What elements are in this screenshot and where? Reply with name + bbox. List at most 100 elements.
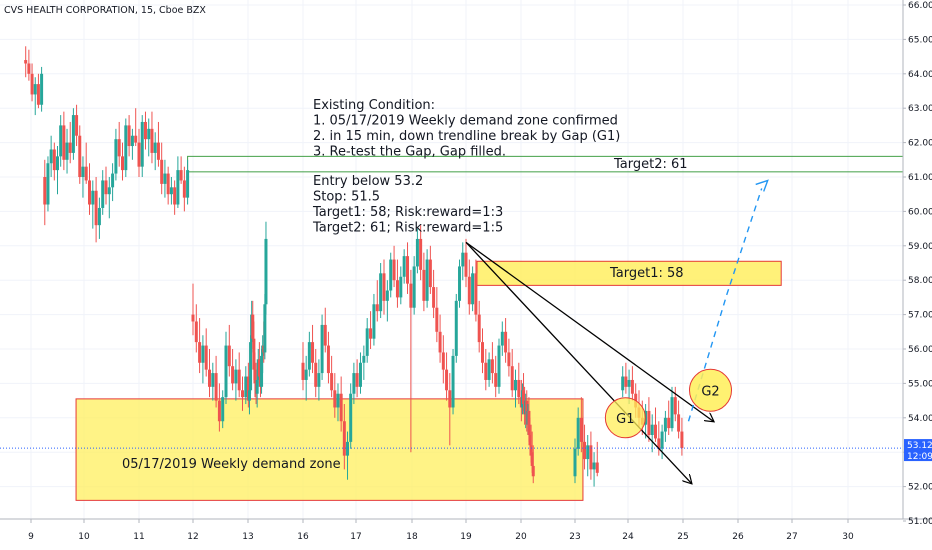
candle-body <box>81 166 85 177</box>
candle-body <box>246 376 250 401</box>
candle-body <box>121 156 124 171</box>
candle-body <box>49 149 53 164</box>
candle-body <box>255 379 259 394</box>
candle-body <box>249 342 253 391</box>
candle-body <box>445 369 449 391</box>
candle-body <box>127 125 131 147</box>
candle-body <box>392 259 396 281</box>
y-tick-label: 61.00 <box>908 173 932 183</box>
candle-body <box>349 393 353 442</box>
candle-body <box>336 393 340 408</box>
candle-body <box>592 462 596 470</box>
candle-body <box>252 338 256 370</box>
candle-body <box>586 445 590 460</box>
y-tick-label: 59.00 <box>908 242 932 252</box>
candle-body <box>375 304 379 312</box>
plan-line: Target2: 61; Risk:reward=1:5 <box>312 221 503 236</box>
target1-label: Target1: 58 <box>609 266 684 281</box>
x-tick-label: 20 <box>515 532 527 542</box>
candle-body <box>68 142 72 153</box>
candle-body <box>579 417 583 442</box>
candle-body <box>372 304 376 339</box>
candle-body <box>156 142 160 160</box>
candle-body <box>208 369 211 387</box>
y-tick-label: 52.00 <box>908 483 932 493</box>
condition-line: 1. 05/17/2019 Weekly demand zone confirm… <box>313 114 618 129</box>
candle-body <box>650 424 654 435</box>
candle-body <box>130 135 134 147</box>
candle-body <box>528 435 532 446</box>
x-tick-label: 11 <box>133 532 144 542</box>
y-tick-label: 66.00 <box>908 1 932 11</box>
candle-body <box>409 283 413 308</box>
candle-body <box>150 128 154 153</box>
candle-body <box>435 307 439 332</box>
candle-body <box>573 448 577 477</box>
candle-body <box>529 445 533 453</box>
candle-body <box>326 345 330 374</box>
candle-body <box>365 328 369 356</box>
candle-body <box>221 397 225 422</box>
candle-body <box>624 376 628 387</box>
condition-line: 2. in 15 min, down trendline break by Ga… <box>313 129 620 144</box>
candle-body <box>33 84 37 95</box>
candle-body <box>647 410 651 435</box>
candle-body <box>253 369 257 384</box>
candle-body <box>62 125 66 160</box>
candle-body <box>173 187 177 205</box>
x-tick-label: 27 <box>786 532 797 542</box>
candle-body <box>428 259 432 288</box>
gap-box <box>187 155 904 173</box>
candle-body <box>670 397 674 429</box>
x-axis-bg <box>0 519 932 550</box>
candle-body <box>111 173 115 188</box>
candle-body <box>36 84 40 105</box>
candle-body <box>179 170 183 181</box>
candle-body <box>27 63 31 74</box>
y-tick-label: 63.00 <box>908 104 932 114</box>
candle-body <box>451 355 455 408</box>
candle-body <box>419 238 423 270</box>
candle-body <box>264 238 268 305</box>
candle-body <box>673 397 677 415</box>
candle-body <box>147 128 151 140</box>
candle-body <box>320 324 324 374</box>
candle-body <box>467 276 471 305</box>
candle-body <box>314 362 318 387</box>
candle-body <box>30 73 34 95</box>
candle-body <box>46 163 50 205</box>
candle-body <box>59 125 63 157</box>
candle-body <box>234 369 238 384</box>
candle-body <box>399 276 403 298</box>
condition-line: 3. Re-test the Gap, Gap filled. <box>313 145 506 160</box>
candle-body <box>194 321 198 343</box>
trend-line <box>465 241 691 483</box>
condition-line: Existing Condition: <box>313 98 435 113</box>
candle-body <box>531 465 535 477</box>
y-tick-label: 56.00 <box>908 345 932 355</box>
candle-body <box>217 400 221 422</box>
candle-body <box>507 352 511 367</box>
candle-body <box>406 256 410 284</box>
candle-body <box>458 266 462 301</box>
candle-body <box>595 462 599 473</box>
candle-body <box>497 345 501 387</box>
candle-body <box>657 438 661 449</box>
candle-body <box>211 373 215 387</box>
annotations: G1 G2 Existing Condition:1. 05/17/2019 Wee… <box>4 5 732 472</box>
candle-body <box>454 300 458 356</box>
candle-body <box>323 324 327 346</box>
x-tick-label: 26 <box>732 532 744 542</box>
candle-body <box>362 355 366 363</box>
candle-body <box>667 417 671 429</box>
last-price-badge <box>904 439 932 462</box>
candle-body <box>385 290 389 301</box>
candle-body <box>339 393 343 422</box>
candle-body <box>487 359 491 380</box>
candle-body <box>422 269 426 301</box>
candle-body <box>143 121 147 140</box>
candle-body <box>260 355 264 387</box>
candle-body <box>490 359 494 374</box>
